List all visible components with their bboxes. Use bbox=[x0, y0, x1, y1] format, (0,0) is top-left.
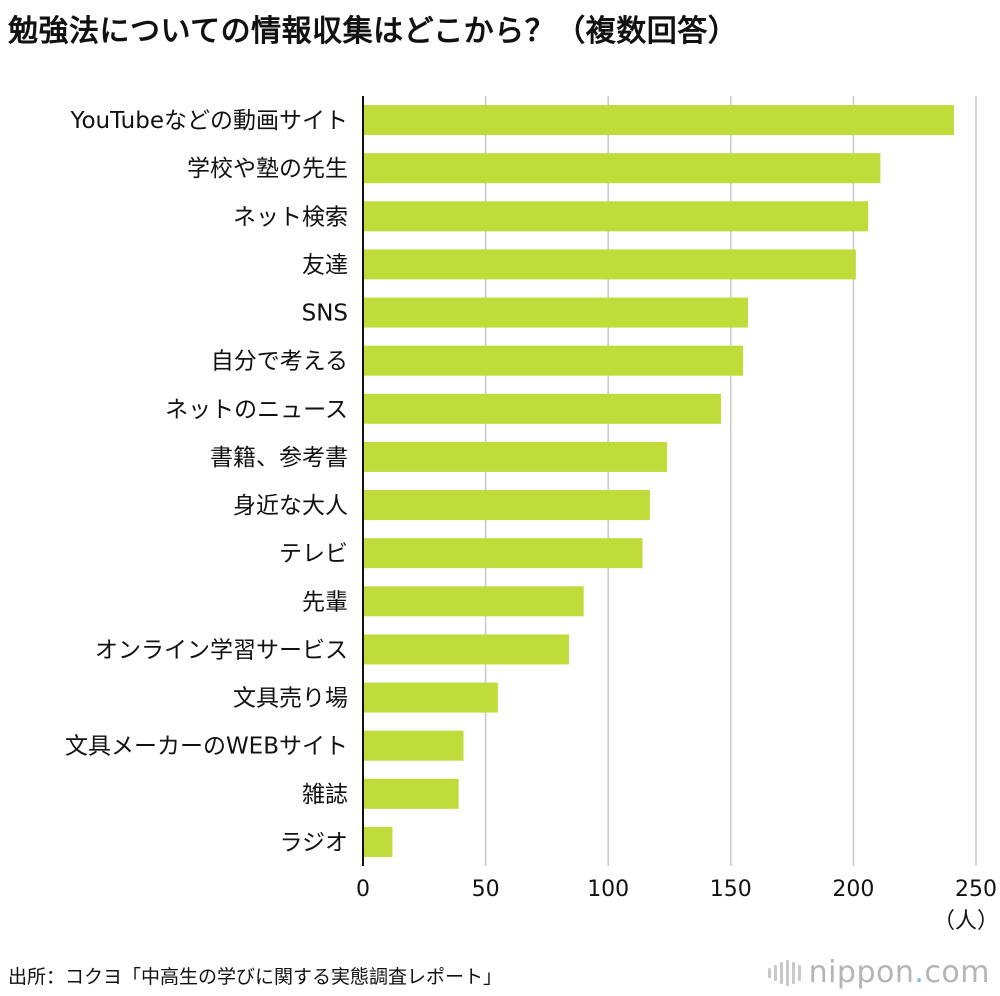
category-label: 身近な大人 bbox=[233, 493, 348, 519]
category-label: 文具メーカーのWEBサイト bbox=[65, 734, 348, 760]
x-tick-label: 250 bbox=[955, 877, 997, 902]
category-label: 書籍、参考書 bbox=[210, 445, 348, 471]
x-tick-label: 0 bbox=[356, 877, 370, 902]
category-label: 雑誌 bbox=[302, 782, 348, 808]
category-label: 文具売り場 bbox=[233, 686, 348, 712]
bar bbox=[364, 345, 744, 376]
bar bbox=[364, 634, 569, 665]
brand-wordmark: nippon.com bbox=[809, 955, 990, 990]
category-label: テレビ bbox=[279, 541, 348, 567]
category-label: YouTubeなどの動画サイト bbox=[69, 108, 348, 134]
bar bbox=[364, 682, 498, 713]
bar bbox=[364, 393, 721, 424]
bar bbox=[364, 586, 584, 617]
brand-tld: com bbox=[924, 955, 990, 990]
x-tick-label: 150 bbox=[710, 877, 752, 902]
bar bbox=[364, 730, 464, 761]
bar bbox=[364, 490, 650, 521]
brand-name: nippon bbox=[808, 955, 915, 990]
category-label: SNS bbox=[302, 301, 348, 327]
x-axis-unit-label: （人） bbox=[933, 909, 999, 934]
category-label: 先輩 bbox=[302, 589, 348, 615]
category-label: ラジオ bbox=[279, 830, 348, 856]
category-label: 自分で考える bbox=[211, 349, 348, 375]
bar bbox=[364, 153, 881, 184]
brand-dot: . bbox=[914, 955, 925, 990]
bar bbox=[364, 297, 748, 328]
category-label: ネットのニュース bbox=[165, 397, 348, 423]
bar bbox=[364, 201, 869, 232]
x-tick-label: 100 bbox=[587, 877, 629, 902]
x-tick-label: 50 bbox=[472, 877, 500, 902]
bars bbox=[364, 105, 954, 857]
bar bbox=[364, 441, 668, 472]
bar bbox=[364, 249, 856, 280]
nippon-logo-icon bbox=[767, 959, 801, 986]
bar bbox=[364, 778, 459, 809]
x-tick-label: 200 bbox=[832, 877, 874, 902]
category-label: オンライン学習サービス bbox=[95, 637, 348, 663]
bar bbox=[364, 538, 643, 569]
bar bbox=[364, 105, 954, 136]
brand-logo: nippon.com bbox=[767, 955, 990, 990]
source-note: 出所：コクヨ「中高生の学びに関する実態調査レポート」 bbox=[8, 966, 503, 988]
category-label: 学校や塾の先生 bbox=[187, 156, 348, 182]
category-label: 友達 bbox=[302, 252, 348, 278]
x-tick-labels: 0 50 100 150 200 250 bbox=[356, 877, 997, 902]
chart-title: 勉強法についての情報収集はどこから？（複数回答） bbox=[8, 14, 739, 49]
bar bbox=[364, 826, 393, 857]
category-label: ネット検索 bbox=[233, 204, 348, 230]
